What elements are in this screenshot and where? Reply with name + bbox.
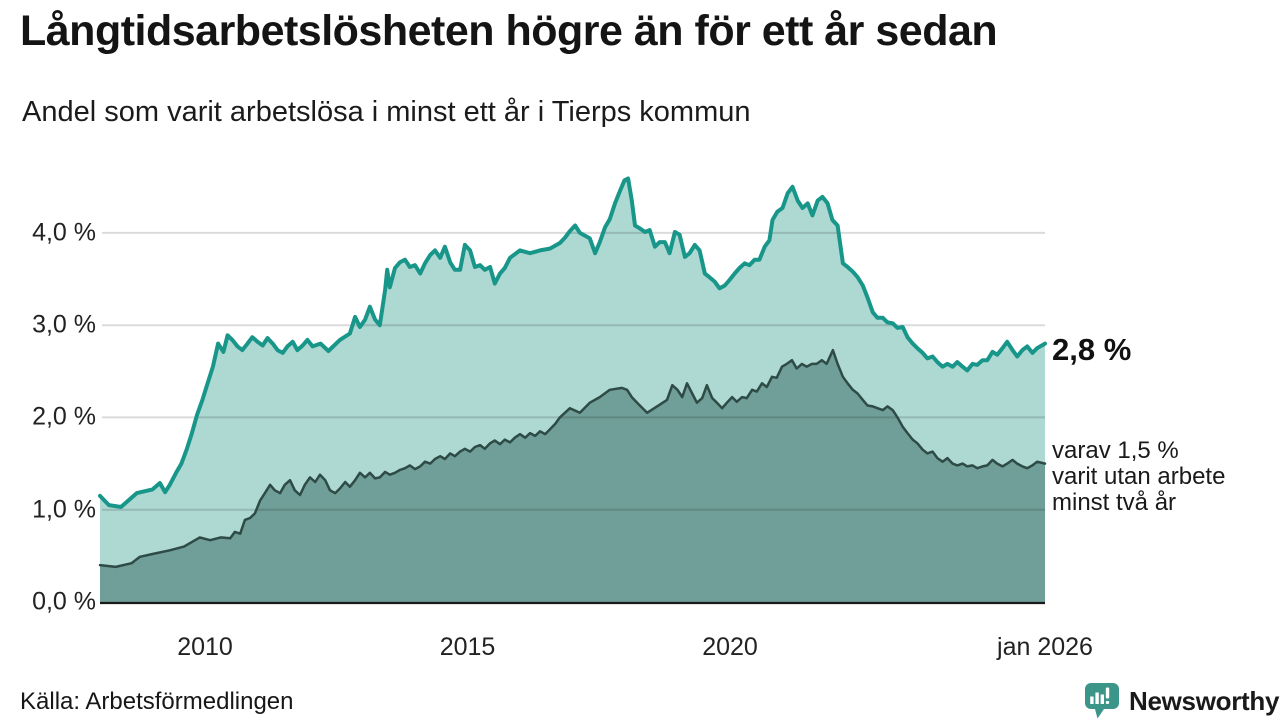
page-subtitle: Andel som varit arbetslösa i minst ett å… [22, 96, 751, 128]
annotation-two-year-breakdown: varav 1,5 % varit utan arbete minst två … [1052, 438, 1225, 516]
page-title: Långtidsarbetslösheten högre än för ett … [20, 7, 998, 55]
y-axis-tick-label: 3,0 % [32, 310, 96, 339]
annotation-line: varav 1,5 % [1052, 437, 1179, 464]
source-note: Källa: Arbetsförmedlingen [20, 688, 294, 715]
x-axis-tick-label: 2010 [177, 633, 233, 661]
newsworthy-logo-icon [1085, 683, 1119, 719]
y-axis-tick-label: 4,0 % [32, 218, 96, 247]
y-axis-tick-label: 0,0 % [32, 587, 96, 616]
two-years-area [100, 350, 1045, 602]
annotation-latest-value: 2,8 % [1052, 332, 1132, 367]
x-axis-tick-label: 2015 [439, 633, 496, 661]
y-axis-tick-label: 1,0 % [32, 495, 96, 524]
x-axis-tick-label: 2020 [702, 633, 758, 661]
newsworthy-logo-text: Newsworthy [1129, 685, 1280, 716]
annotation-line: minst två år [1052, 489, 1177, 516]
one-year-line [98, 176, 1047, 509]
annotation-line: varit utan arbete [1052, 463, 1226, 490]
two-years-line [98, 348, 1047, 569]
x-axis-tick-label: jan 2026 [997, 633, 1093, 661]
y-axis-tick-label: 2,0 % [32, 402, 96, 431]
newsworthy-brand-link[interactable]: Newsworthy [1084, 682, 1279, 720]
